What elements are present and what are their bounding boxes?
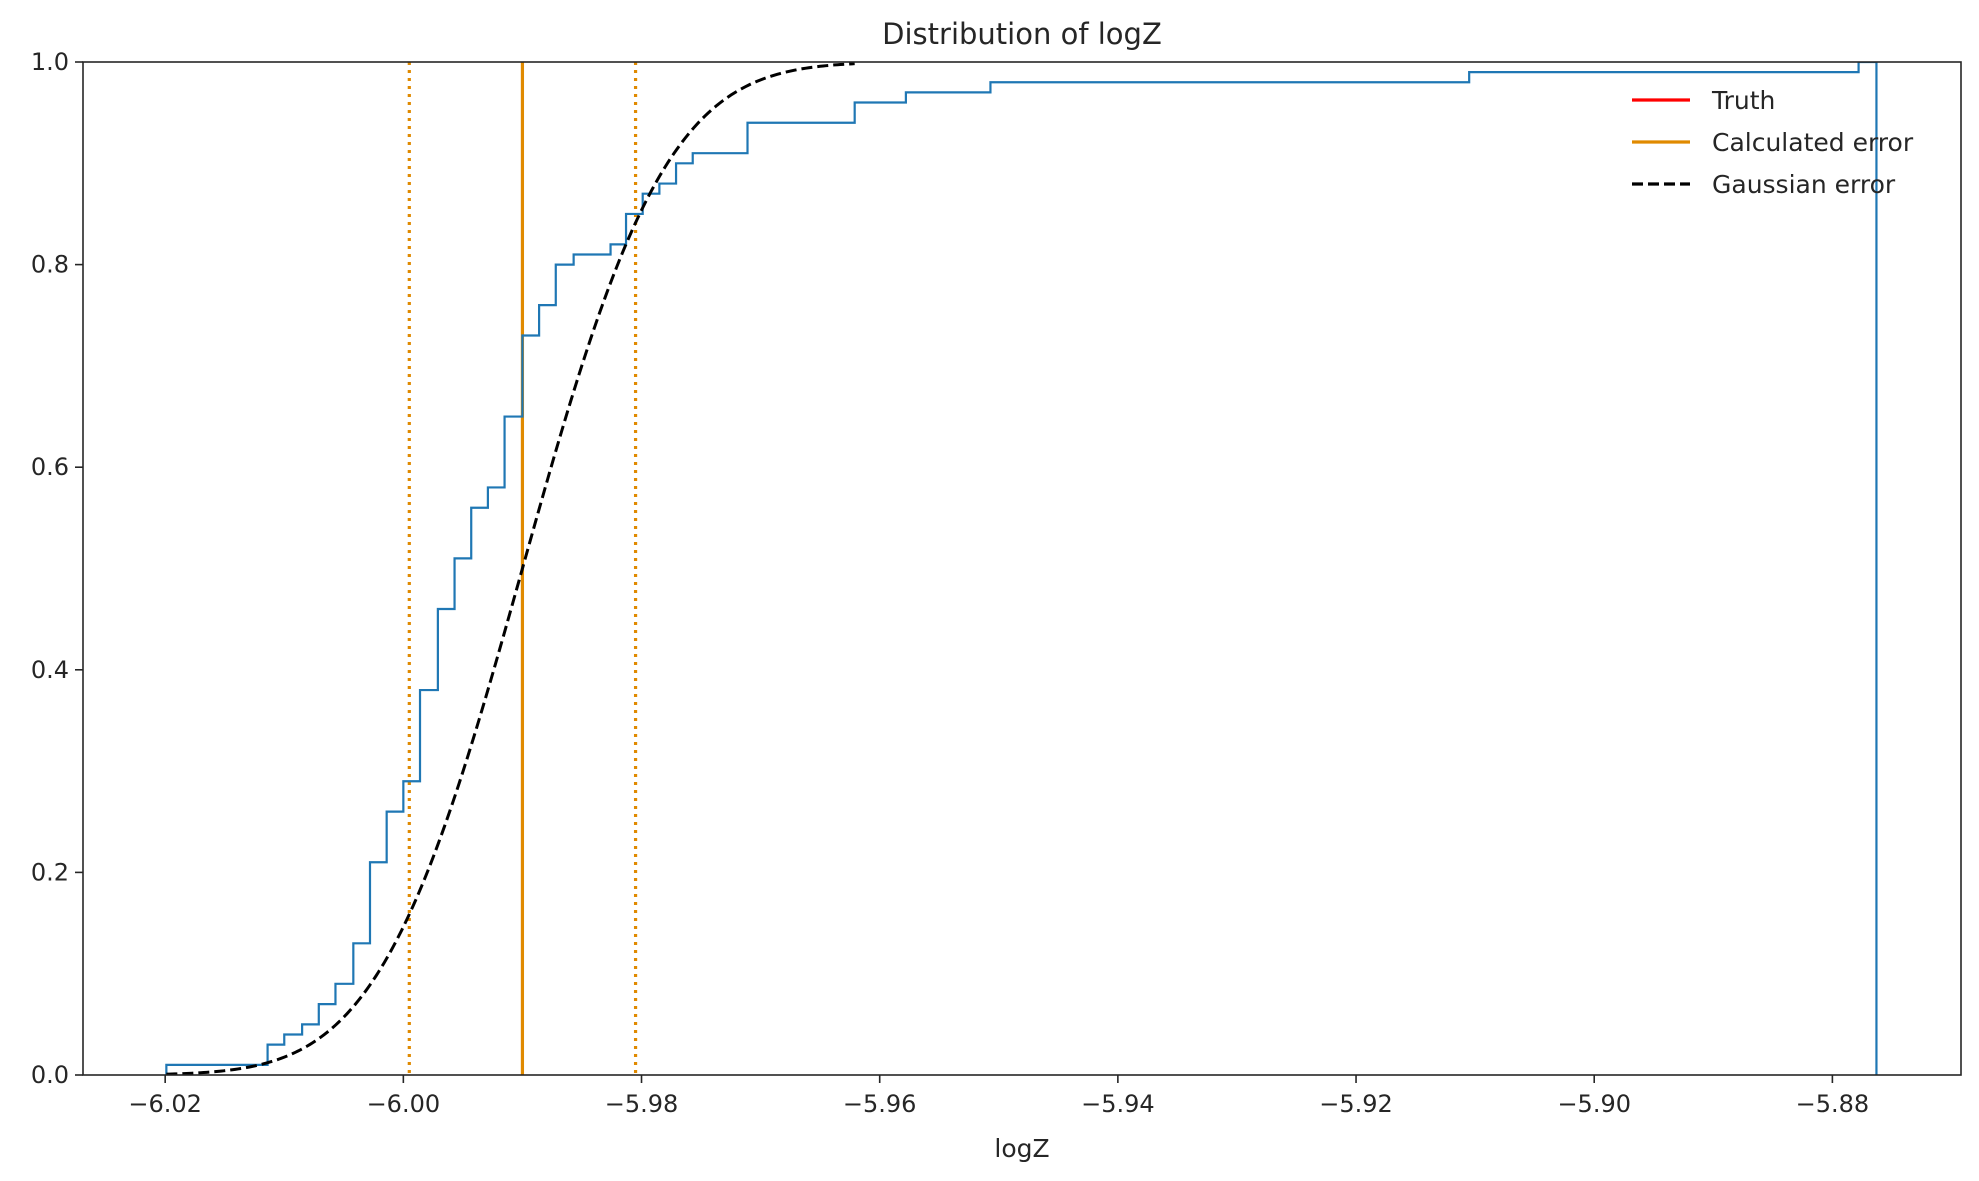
legend-label: Truth xyxy=(1711,86,1775,115)
legend-label: Gaussian error xyxy=(1712,170,1896,199)
x-tick-label: −6.02 xyxy=(128,1090,202,1118)
ecdf-series-line xyxy=(165,62,1878,1075)
y-tick-label: 0.6 xyxy=(31,453,69,481)
axes: −6.02 −6.00 −5.98 −5.96 −5.94 −5.92 −5.90 −5.88… xyxy=(31,48,1962,1118)
axes-frame xyxy=(82,61,1962,1076)
legend: Truth Calculated error Gaussian error xyxy=(1632,86,1914,199)
chart-title: Distribution of logZ xyxy=(882,17,1162,51)
x-tick-label: −5.92 xyxy=(1319,1090,1393,1118)
plot-area xyxy=(165,62,1878,1075)
plot-content xyxy=(165,62,1878,1075)
gaussian-error-curve xyxy=(166,62,855,1075)
x-tick-label: −5.98 xyxy=(605,1090,679,1118)
y-tick-label: 1.0 xyxy=(31,48,69,76)
x-tick-label: −5.90 xyxy=(1557,1090,1631,1118)
x-tick-label: −6.00 xyxy=(367,1090,441,1118)
y-tick-label: 0.0 xyxy=(31,1061,69,1089)
legend-label: Calculated error xyxy=(1712,128,1914,157)
y-tick-label: 0.8 xyxy=(31,251,69,279)
y-tick-label: 0.4 xyxy=(31,656,69,684)
x-axis-label: logZ xyxy=(994,1134,1049,1163)
x-tick-label: −5.96 xyxy=(843,1090,917,1118)
x-tick-label: −5.88 xyxy=(1796,1090,1870,1118)
x-tick-label: −5.94 xyxy=(1081,1090,1155,1118)
y-tick-label: 0.2 xyxy=(31,858,69,886)
